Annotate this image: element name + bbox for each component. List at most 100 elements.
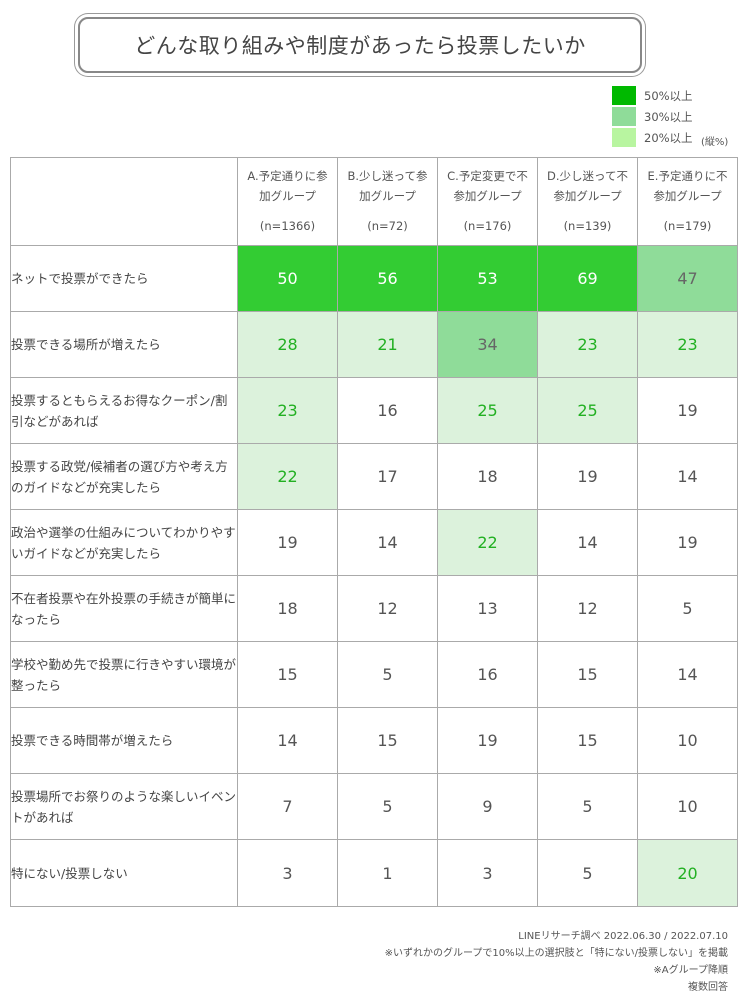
legend-label-20: 20%以上	[644, 131, 693, 145]
data-cell: 19	[537, 443, 638, 510]
column-label-e: E.予定通りに不参加グループ	[647, 169, 728, 203]
data-cell: 28	[237, 311, 338, 378]
table-row: 投票する政党/候補者の選び方や考え方のガイドなどが充実したら 22 17 18 19 14	[10, 443, 738, 510]
data-cell: 69	[537, 245, 638, 312]
column-n-c: (n=176)	[463, 219, 512, 233]
legend-label-50: 50%以上	[644, 89, 693, 103]
column-header-a: A.予定通りに参加グループ (n=1366)	[237, 157, 338, 246]
data-cell: 15	[337, 707, 438, 774]
column-label-c: C.予定変更で不参加グループ	[447, 169, 528, 203]
data-cell: 16	[437, 641, 538, 708]
data-cell: 5	[537, 839, 638, 907]
table-row: 投票場所でお祭りのような楽しいイベントがあれば 7 5 9 5 10	[10, 773, 738, 840]
data-cell: 14	[337, 509, 438, 576]
header-row: A.予定通りに参加グループ (n=1366) B.少し迷って参加グループ (n=…	[10, 157, 738, 246]
column-n-b: (n=72)	[367, 219, 408, 233]
column-label-d: D.少し迷って不参加グループ	[547, 169, 628, 203]
table-row: 特にない/投票しない 3 1 3 5 20	[10, 839, 738, 907]
footer-source: LINEリサーチ調べ 2022.06.30 / 2022.07.10	[518, 931, 728, 942]
data-cell: 5	[537, 773, 638, 840]
data-cell: 13	[437, 575, 538, 642]
data-cell: 16	[337, 377, 438, 444]
legend-label-30: 30%以上	[644, 110, 693, 124]
column-header-e: E.予定通りに不参加グループ (n=179)	[637, 157, 738, 246]
data-cell: 10	[637, 707, 738, 774]
data-cell: 25	[437, 377, 538, 444]
column-label-a: A.予定通りに参加グループ	[247, 169, 328, 203]
column-header-c: C.予定変更で不参加グループ (n=176)	[437, 157, 538, 246]
table-row: 投票するともらえるお得なクーポン/割引などがあれば 23 16 25 25 19	[10, 377, 738, 444]
data-cell: 5	[337, 773, 438, 840]
chart-title-box: どんな取り組みや制度があったら投票したいか	[78, 17, 642, 73]
table-row: 投票できる場所が増えたら 28 21 34 23 23	[10, 311, 738, 378]
data-cell: 3	[437, 839, 538, 907]
row-label: 投票するともらえるお得なクーポン/割引などがあれば	[10, 377, 238, 444]
row-label: ネットで投票ができたら	[10, 245, 238, 312]
legend: 50%以上 30%以上 20%以上 (縦%)	[612, 86, 736, 149]
column-n-e: (n=179)	[663, 219, 712, 233]
legend-item-20: 20%以上	[612, 128, 736, 149]
row-label: 投票場所でお祭りのような楽しいイベントがあれば	[10, 773, 238, 840]
footer-notes: LINEリサーチ調べ 2022.06.30 / 2022.07.10 ※いずれか…	[385, 928, 728, 996]
legend-unit-note: (縦%)	[701, 137, 729, 148]
data-cell: 14	[637, 443, 738, 510]
data-cell: 18	[237, 575, 338, 642]
data-cell: 56	[337, 245, 438, 312]
data-cell: 14	[537, 509, 638, 576]
row-label: 投票できる時間帯が増えたら	[10, 707, 238, 774]
footer-note-selection: ※いずれかのグループで10%以上の選択肢と「特にない/投票しない」を掲載	[384, 948, 728, 959]
data-cell: 12	[337, 575, 438, 642]
data-cell: 18	[437, 443, 538, 510]
column-label-b: B.少し迷って参加グループ	[347, 169, 428, 203]
data-cell: 15	[237, 641, 338, 708]
data-cell: 9	[437, 773, 538, 840]
data-cell: 14	[237, 707, 338, 774]
data-cell: 23	[537, 311, 638, 378]
data-cell: 15	[537, 707, 638, 774]
data-cell: 10	[637, 773, 738, 840]
legend-item-50: 50%以上	[612, 86, 736, 107]
data-cell: 22	[437, 509, 538, 576]
legend-swatch-30	[612, 107, 636, 126]
data-cell: 19	[637, 509, 738, 576]
row-label: 特にない/投票しない	[10, 839, 238, 907]
row-label: 政治や選挙の仕組みについてわかりやすいガイドなどが充実したら	[10, 509, 238, 576]
legend-swatch-50	[612, 86, 636, 105]
table-row: 不在者投票や在外投票の手続きが簡単になったら 18 12 13 12 5	[10, 575, 738, 642]
column-header-d: D.少し迷って不参加グループ (n=139)	[537, 157, 638, 246]
table-row: 投票できる時間帯が増えたら 14 15 19 15 10	[10, 707, 738, 774]
table-row: 学校や勤め先で投票に行きやすい環境が整ったら 15 5 16 15 14	[10, 641, 738, 708]
data-cell: 7	[237, 773, 338, 840]
data-cell: 23	[237, 377, 338, 444]
data-cell: 53	[437, 245, 538, 312]
data-cell: 47	[637, 245, 738, 312]
row-label: 学校や勤め先で投票に行きやすい環境が整ったら	[10, 641, 238, 708]
column-n-d: (n=139)	[563, 219, 612, 233]
table-row: ネットで投票ができたら 50 56 53 69 47	[10, 245, 738, 312]
data-cell: 5	[637, 575, 738, 642]
data-cell: 17	[337, 443, 438, 510]
data-cell: 34	[437, 311, 538, 378]
footer-note-multiple: 複数回答	[688, 982, 728, 993]
data-cell: 14	[637, 641, 738, 708]
table-row: 政治や選挙の仕組みについてわかりやすいガイドなどが充実したら 19 14 22 14 19	[10, 509, 738, 576]
data-cell: 50	[237, 245, 338, 312]
data-cell: 22	[237, 443, 338, 510]
data-cell: 25	[537, 377, 638, 444]
row-label: 投票できる場所が増えたら	[10, 311, 238, 378]
table-body: ネットで投票ができたら 50 56 53 69 47 投票できる場所が増えたら 28 21 34 2…	[10, 245, 738, 907]
data-cell: 1	[337, 839, 438, 907]
legend-swatch-20	[612, 128, 636, 147]
row-label: 投票する政党/候補者の選び方や考え方のガイドなどが充実したら	[10, 443, 238, 510]
footer-note-sort: ※Aグループ降順	[653, 965, 728, 976]
data-cell: 23	[637, 311, 738, 378]
data-cell: 19	[637, 377, 738, 444]
chart-title: どんな取り組みや制度があったら投票したいか	[134, 34, 586, 58]
row-label: 不在者投票や在外投票の手続きが簡単になったら	[10, 575, 238, 642]
column-n-a: (n=1366)	[259, 219, 316, 233]
data-cell: 5	[337, 641, 438, 708]
data-cell: 12	[537, 575, 638, 642]
data-cell: 21	[337, 311, 438, 378]
data-cell: 20	[637, 839, 738, 907]
column-header-b: B.少し迷って参加グループ (n=72)	[337, 157, 438, 246]
